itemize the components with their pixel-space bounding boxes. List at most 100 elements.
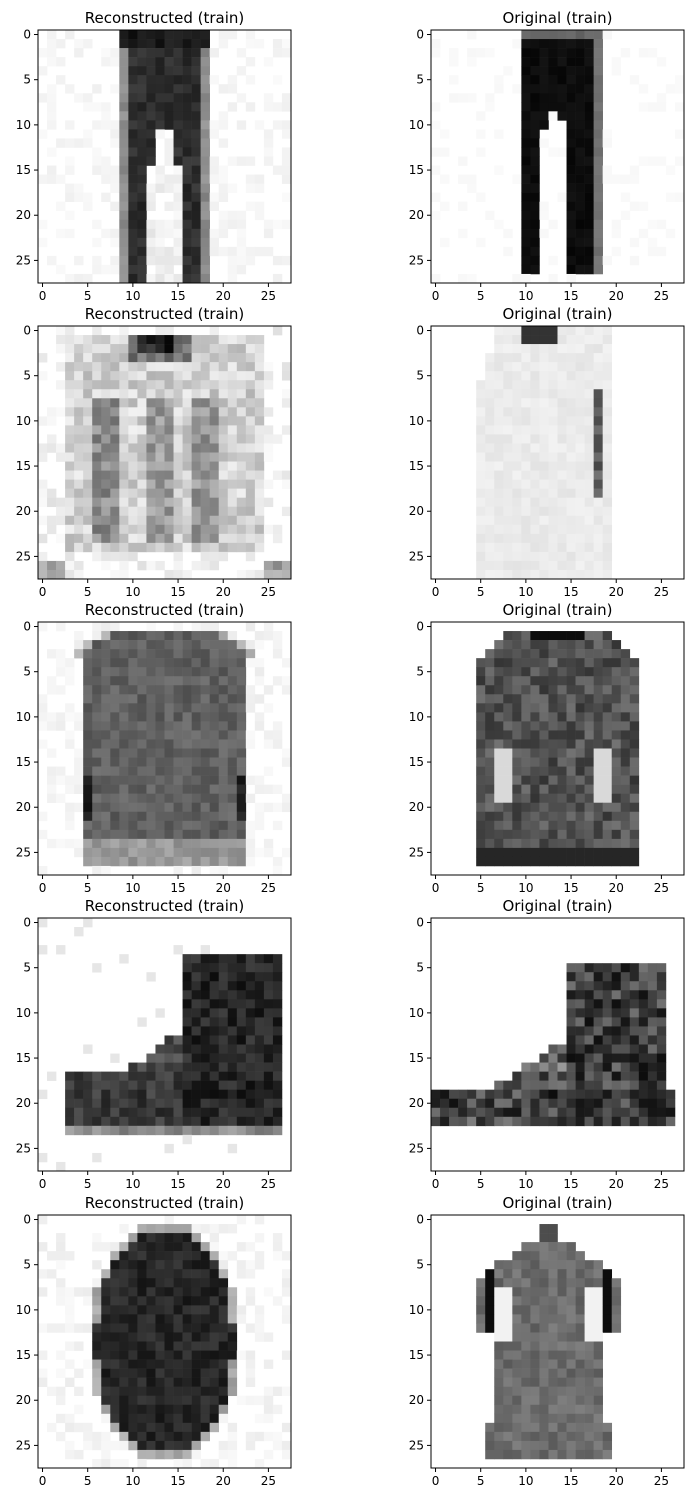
pixel-cell bbox=[128, 434, 138, 444]
pixel-cell bbox=[155, 1332, 165, 1342]
pixel-cell bbox=[38, 703, 48, 713]
pixel-cell bbox=[218, 1287, 229, 1297]
pixel-cell bbox=[56, 452, 66, 462]
pixel-cell bbox=[92, 344, 102, 354]
pixel-cell bbox=[155, 1062, 165, 1072]
pixel-cell bbox=[566, 66, 576, 76]
pixel-cell bbox=[137, 1080, 147, 1090]
pixel-cell bbox=[218, 739, 229, 749]
pixel-cell bbox=[137, 1323, 147, 1333]
pixel-cell bbox=[119, 649, 129, 659]
pixel-cell bbox=[164, 1449, 174, 1460]
pixel-cell bbox=[200, 39, 210, 49]
pixel-cell bbox=[227, 353, 238, 363]
pixel-cell bbox=[83, 479, 93, 489]
pixel-cell bbox=[272, 1089, 283, 1100]
pixel-cell bbox=[164, 111, 174, 121]
pixel-cell bbox=[539, 506, 549, 517]
image-pixels bbox=[38, 1215, 292, 1469]
pixel-cell bbox=[182, 667, 192, 677]
pixel-cell bbox=[227, 407, 238, 417]
pixel-cell bbox=[83, 649, 93, 659]
pixel-cell bbox=[512, 488, 522, 498]
pixel-cell bbox=[254, 183, 265, 193]
pixel-cell bbox=[602, 847, 613, 858]
pixel-cell bbox=[548, 326, 558, 336]
pixel-cell bbox=[182, 524, 192, 535]
pixel-cell bbox=[476, 1098, 486, 1109]
pixel-cell bbox=[566, 1314, 576, 1324]
pixel-cell bbox=[236, 210, 247, 221]
pixel-cell bbox=[209, 362, 220, 372]
pixel-cell bbox=[629, 721, 640, 731]
pixel-cell bbox=[155, 694, 165, 704]
pixel-cell bbox=[128, 93, 138, 103]
pixel-cell bbox=[503, 829, 513, 840]
pixel-cell bbox=[101, 1242, 111, 1252]
pixel-cell bbox=[173, 1278, 183, 1288]
pixel-cell bbox=[137, 1089, 147, 1100]
pixel-cell bbox=[164, 1260, 174, 1270]
pixel-cell bbox=[137, 1449, 147, 1460]
pixel-cell bbox=[74, 775, 84, 785]
pixel-cell bbox=[566, 1404, 576, 1415]
pixel-cell bbox=[272, 524, 283, 535]
pixel-cell bbox=[146, 443, 156, 453]
pixel-cell bbox=[137, 273, 147, 284]
y-tick-label: 25 bbox=[16, 549, 31, 563]
pixel-cell bbox=[209, 470, 220, 480]
pixel-cell bbox=[146, 48, 156, 58]
pixel-cell bbox=[611, 721, 622, 731]
pixel-cell bbox=[110, 739, 120, 749]
pixel-cell bbox=[584, 1071, 594, 1081]
pixel-cell bbox=[566, 802, 576, 813]
pixel-cell bbox=[548, 775, 558, 785]
pixel-cell bbox=[530, 1269, 540, 1279]
pixel-cell bbox=[110, 416, 120, 426]
pixel-cell bbox=[272, 856, 283, 867]
pixel-cell bbox=[602, 1071, 613, 1081]
pixel-cell bbox=[155, 1296, 165, 1306]
pixel-cell bbox=[119, 1116, 129, 1127]
pixel-cell bbox=[101, 712, 111, 722]
pixel-cell bbox=[182, 129, 192, 139]
pixel-cell bbox=[164, 1350, 174, 1360]
pixel-cell bbox=[548, 1269, 558, 1279]
pixel-cell bbox=[593, 739, 603, 749]
y-tick-label: 25 bbox=[409, 1141, 424, 1155]
pixel-cell bbox=[146, 120, 156, 130]
pixel-cell bbox=[566, 470, 576, 480]
pixel-cell bbox=[611, 1098, 622, 1109]
pixel-cell bbox=[575, 1449, 585, 1460]
pixel-cell bbox=[611, 1062, 622, 1072]
pixel-cell bbox=[566, 1098, 576, 1109]
pixel-cell bbox=[467, 1089, 477, 1100]
pixel-cell bbox=[593, 1053, 603, 1063]
pixel-cell bbox=[182, 1089, 192, 1100]
pixel-cell bbox=[485, 658, 495, 668]
pixel-cell bbox=[254, 39, 265, 49]
pixel-cell bbox=[440, 147, 450, 157]
pixel-cell bbox=[110, 1377, 120, 1387]
pixel-cell bbox=[110, 524, 120, 535]
pixel-cell bbox=[65, 1107, 75, 1118]
pixel-cell bbox=[602, 551, 613, 562]
pixel-cell bbox=[665, 165, 676, 175]
pixel-cell bbox=[146, 237, 156, 248]
pixel-cell bbox=[254, 631, 265, 641]
pixel-cell bbox=[74, 434, 84, 444]
y-tick-label: 15 bbox=[409, 1348, 424, 1362]
pixel-cell bbox=[254, 1233, 265, 1243]
pixel-cell bbox=[593, 569, 603, 580]
pixel-cell bbox=[539, 1440, 549, 1451]
pixel-cell bbox=[503, 775, 513, 785]
pixel-cell bbox=[674, 84, 685, 94]
pixel-cell bbox=[146, 1260, 156, 1270]
pixel-cell bbox=[281, 658, 292, 668]
pixel-cell bbox=[557, 551, 567, 562]
pixel-cell bbox=[245, 1044, 256, 1054]
pixel-cell bbox=[503, 703, 513, 713]
x-tick-label: 25 bbox=[261, 585, 276, 599]
pixel-cell bbox=[200, 1107, 210, 1118]
pixel-cell bbox=[593, 416, 603, 426]
